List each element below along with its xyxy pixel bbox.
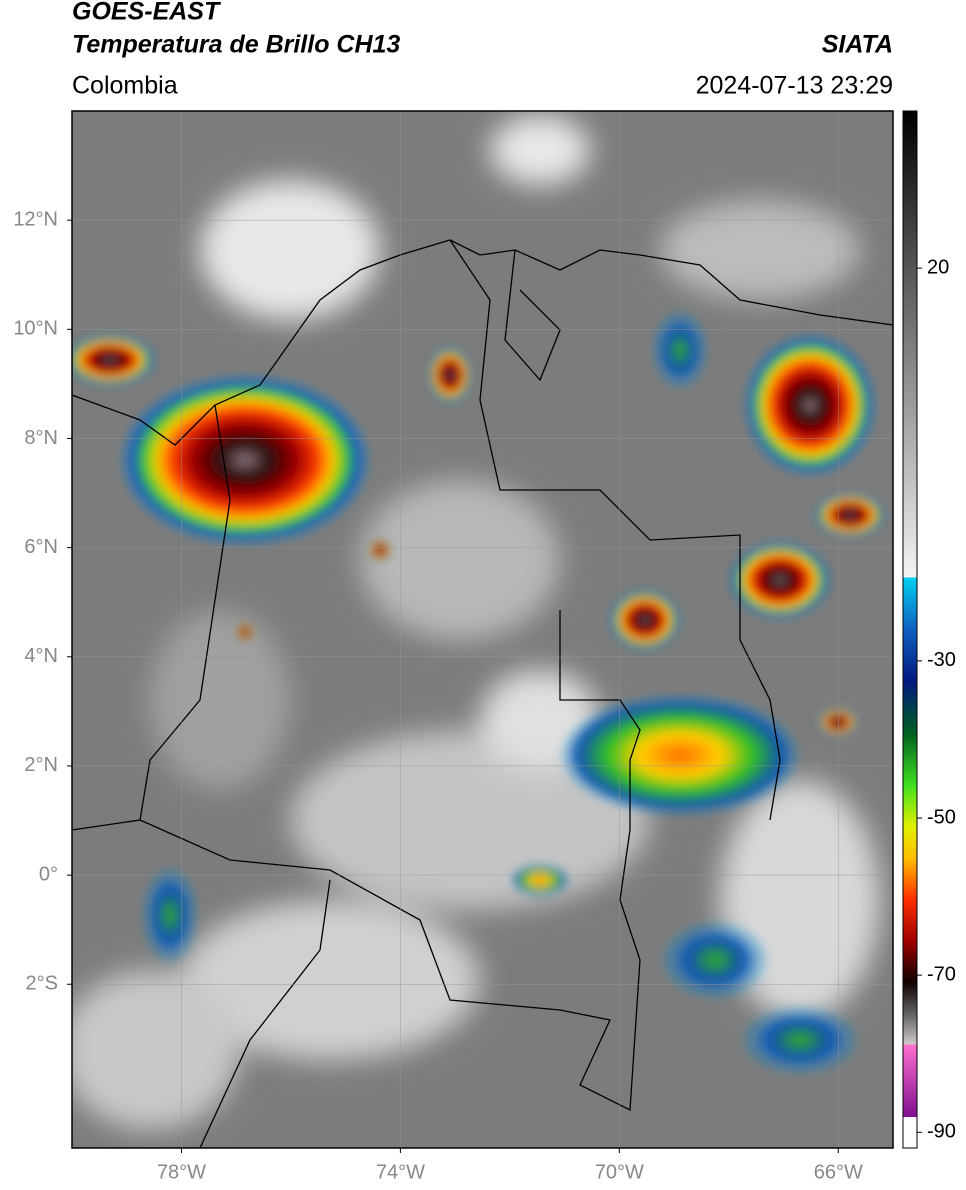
storm (142, 865, 198, 965)
cloud (290, 730, 650, 910)
storm (120, 375, 370, 545)
source: SIATA (822, 31, 893, 59)
colorbar (902, 110, 918, 1149)
lon-tick-label: 70°W (595, 1161, 644, 1183)
region: Colombia (72, 72, 178, 100)
cloud (180, 900, 480, 1060)
storm (815, 493, 885, 537)
colorbar-tick-label: -90 (927, 1121, 956, 1143)
lat-tick-label: 6°N (24, 536, 58, 558)
cloud (490, 115, 590, 185)
coastline (72, 239, 893, 446)
borders (72, 239, 893, 1148)
colorbar-tick-label: -30 (927, 649, 956, 671)
lat-tick-label: 2°S (26, 973, 58, 995)
cloud (200, 180, 380, 320)
clouds (72, 115, 880, 1130)
border (199, 879, 331, 1148)
storm (72, 335, 155, 385)
storms (72, 310, 885, 1075)
colorbar-tick-label: -50 (927, 806, 956, 828)
lat-tick-label: 10°N (13, 318, 58, 340)
lat-tick-label: 12°N (13, 208, 58, 230)
subtitle: Temperatura de Brillo CH13 (72, 31, 400, 59)
storm (428, 347, 472, 403)
lon-tick-label: 66°W (814, 1161, 863, 1183)
storm (610, 590, 680, 650)
storm (235, 622, 255, 642)
storm (560, 695, 800, 815)
lat-tick-label: 4°N (24, 645, 58, 667)
cloud (360, 480, 560, 640)
storm (730, 542, 830, 618)
storm (745, 335, 875, 475)
title: GOES-EAST (72, 0, 222, 26)
storm (368, 538, 392, 562)
lat-tick-label: 8°N (24, 427, 58, 449)
datetime: 2024-07-13 23:29 (696, 72, 893, 100)
cloud (72, 970, 240, 1130)
storm (652, 310, 708, 390)
border (139, 610, 641, 1112)
map-frame (71, 110, 894, 1149)
storm (660, 920, 770, 1000)
satellite-image (72, 111, 893, 1148)
grid (72, 111, 893, 1148)
storm (512, 865, 568, 895)
lon-tick-label: 74°W (376, 1161, 425, 1183)
cloud (150, 610, 290, 790)
cloud (660, 200, 860, 300)
lat-tick-label: 2°N (24, 754, 58, 776)
coastline (504, 249, 561, 382)
border (449, 239, 781, 821)
colorbar-tick-label: 20 (927, 256, 949, 278)
colorbar-tick-label: -70 (927, 963, 956, 985)
storm (740, 1005, 860, 1075)
lon-tick-label: 78°W (157, 1161, 206, 1183)
lat-tick-label: 0° (39, 863, 58, 885)
